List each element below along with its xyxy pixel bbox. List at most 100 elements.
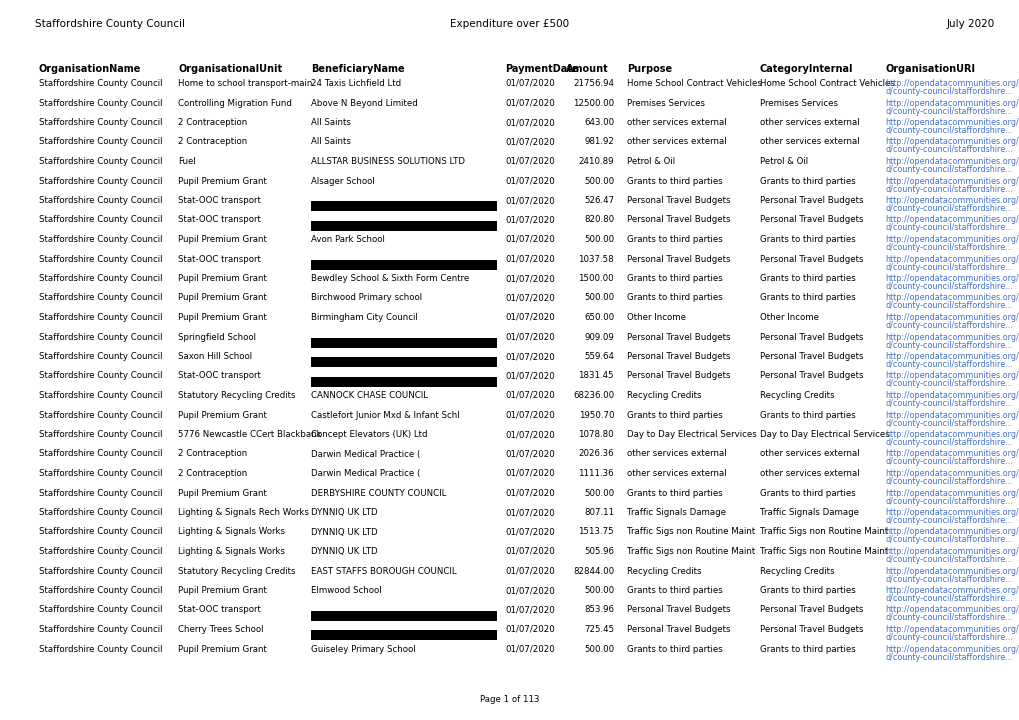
Text: Statutory Recycling Credits: Statutory Recycling Credits [178,391,296,400]
Text: Grants to third parties: Grants to third parties [759,410,855,420]
Text: http://opendatacommunities.org/i: http://opendatacommunities.org/i [884,79,1019,88]
Text: d/county-council/staffordshire...: d/county-council/staffordshire... [884,516,1012,525]
Text: http://opendatacommunities.org/i: http://opendatacommunities.org/i [884,254,1019,264]
Text: Staffordshire County Council: Staffordshire County Council [35,19,184,29]
Text: Grants to third parties: Grants to third parties [759,488,855,498]
Text: 2 Contraception: 2 Contraception [178,469,248,478]
Text: Expenditure over £500: Expenditure over £500 [450,19,569,29]
Text: Staffordshire County Council: Staffordshire County Council [39,606,162,614]
Text: 01/07/2020: 01/07/2020 [504,254,554,264]
Text: 01/07/2020: 01/07/2020 [504,118,554,127]
Text: Stat-OOC transport: Stat-OOC transport [178,196,261,205]
Text: 1950.70: 1950.70 [578,410,613,420]
Text: 981.92: 981.92 [584,138,613,146]
Text: 01/07/2020: 01/07/2020 [504,235,554,244]
Text: d/county-council/staffordshire...: d/county-council/staffordshire... [884,555,1012,564]
Text: Saxon Hill School: Saxon Hill School [178,352,253,361]
Bar [311,357,496,367]
Text: d/county-council/staffordshire...: d/county-council/staffordshire... [884,321,1012,330]
Text: Purpose: Purpose [627,64,672,74]
Text: 01/07/2020: 01/07/2020 [504,196,554,205]
Text: Pupil Premium Grant: Pupil Premium Grant [178,176,267,186]
Text: Springfield School: Springfield School [178,333,256,341]
Text: 2 Contraception: 2 Contraception [178,138,248,146]
Text: Grants to third parties: Grants to third parties [627,488,722,498]
Text: BeneficiaryName: BeneficiaryName [311,64,405,74]
Text: Bewdley School & Sixth Form Centre: Bewdley School & Sixth Form Centre [311,274,469,283]
Text: d/county-council/staffordshire...: d/county-council/staffordshire... [884,184,1012,194]
Text: Staffordshire County Council: Staffordshire County Council [39,391,162,400]
Text: 500.00: 500.00 [584,586,613,595]
Text: Staffordshire County Council: Staffordshire County Council [39,196,162,205]
Text: Grants to third parties: Grants to third parties [627,235,722,244]
Text: http://opendatacommunities.org/i: http://opendatacommunities.org/i [884,333,1019,341]
Text: 01/07/2020: 01/07/2020 [504,138,554,146]
Text: 01/07/2020: 01/07/2020 [504,606,554,614]
Text: other services external: other services external [627,138,727,146]
Text: 01/07/2020: 01/07/2020 [504,528,554,536]
Text: Stat-OOC transport: Stat-OOC transport [178,606,261,614]
Text: Alsager School: Alsager School [311,176,375,186]
Text: Day to Day Electrical Services: Day to Day Electrical Services [759,430,889,439]
Text: d/county-council/staffordshire...: d/county-council/staffordshire... [884,477,1012,486]
Text: 01/07/2020: 01/07/2020 [504,157,554,166]
Text: http://opendatacommunities.org/i: http://opendatacommunities.org/i [884,547,1019,556]
Text: Grants to third parties: Grants to third parties [627,644,722,654]
Text: Page 1 of 113: Page 1 of 113 [480,695,539,704]
Text: 807.11: 807.11 [584,508,613,517]
Text: CANNOCK CHASE COUNCIL: CANNOCK CHASE COUNCIL [311,391,428,400]
Text: Staffordshire County Council: Staffordshire County Council [39,254,162,264]
Text: 820.80: 820.80 [584,215,613,225]
Text: Personal Travel Budgets: Personal Travel Budgets [759,352,862,361]
Text: Grants to third parties: Grants to third parties [759,235,855,244]
Text: Staffordshire County Council: Staffordshire County Council [39,176,162,186]
Text: Staffordshire County Council: Staffordshire County Council [39,449,162,459]
Text: 500.00: 500.00 [584,176,613,186]
Text: Premises Services: Premises Services [627,99,704,107]
Text: Staffordshire County Council: Staffordshire County Council [39,567,162,575]
Text: 500.00: 500.00 [584,488,613,498]
Text: http://opendatacommunities.org/i: http://opendatacommunities.org/i [884,469,1019,478]
Text: 01/07/2020: 01/07/2020 [504,176,554,186]
Text: Staffordshire County Council: Staffordshire County Council [39,547,162,556]
Text: d/county-council/staffordshire...: d/county-council/staffordshire... [884,594,1012,603]
Text: http://opendatacommunities.org/i: http://opendatacommunities.org/i [884,528,1019,536]
Text: 2026.36: 2026.36 [578,449,613,459]
Text: other services external: other services external [627,469,727,478]
Text: Stat-OOC transport: Stat-OOC transport [178,372,261,380]
Text: d/county-council/staffordshire...: d/county-council/staffordshire... [884,165,1012,174]
Text: d/county-council/staffordshire...: d/county-council/staffordshire... [884,399,1012,408]
Text: Staffordshire County Council: Staffordshire County Council [39,215,162,225]
Text: 2 Contraception: 2 Contraception [178,118,248,127]
Text: d/county-council/staffordshire...: d/county-council/staffordshire... [884,126,1012,135]
Text: Personal Travel Budgets: Personal Travel Budgets [759,372,862,380]
Text: d/county-council/staffordshire...: d/county-council/staffordshire... [884,204,1012,213]
Text: Traffic Sigs non Routine Maint: Traffic Sigs non Routine Maint [627,528,755,536]
Text: 643.00: 643.00 [584,118,613,127]
Text: Fuel: Fuel [178,157,196,166]
Text: Pupil Premium Grant: Pupil Premium Grant [178,586,267,595]
Text: Darwin Medical Practice (: Darwin Medical Practice ( [311,449,420,459]
Text: d/county-council/staffordshire...: d/county-council/staffordshire... [884,145,1012,155]
Text: other services external: other services external [759,449,859,459]
Text: http://opendatacommunities.org/i: http://opendatacommunities.org/i [884,215,1019,225]
Text: Grants to third parties: Grants to third parties [627,274,722,283]
Text: Home to school transport-main: Home to school transport-main [178,79,313,88]
Text: Other Income: Other Income [627,313,686,322]
Bar [311,201,496,211]
Text: Pupil Premium Grant: Pupil Premium Grant [178,294,267,302]
Text: EAST STAFFS BOROUGH COUNCIL: EAST STAFFS BOROUGH COUNCIL [311,567,457,575]
Bar [311,220,496,230]
Text: Staffordshire County Council: Staffordshire County Council [39,528,162,536]
Text: d/county-council/staffordshire...: d/county-council/staffordshire... [884,633,1012,642]
Text: Personal Travel Budgets: Personal Travel Budgets [759,333,862,341]
Text: Concept Elevators (UK) Ltd: Concept Elevators (UK) Ltd [311,430,427,439]
Text: 505.96: 505.96 [584,547,613,556]
Text: Personal Travel Budgets: Personal Travel Budgets [759,606,862,614]
Text: 500.00: 500.00 [584,294,613,302]
Text: d/county-council/staffordshire...: d/county-council/staffordshire... [884,243,1012,252]
Text: http://opendatacommunities.org/i: http://opendatacommunities.org/i [884,157,1019,166]
Text: 01/07/2020: 01/07/2020 [504,488,554,498]
Text: July 2020: July 2020 [946,19,994,29]
Text: d/county-council/staffordshire...: d/county-council/staffordshire... [884,418,1012,428]
